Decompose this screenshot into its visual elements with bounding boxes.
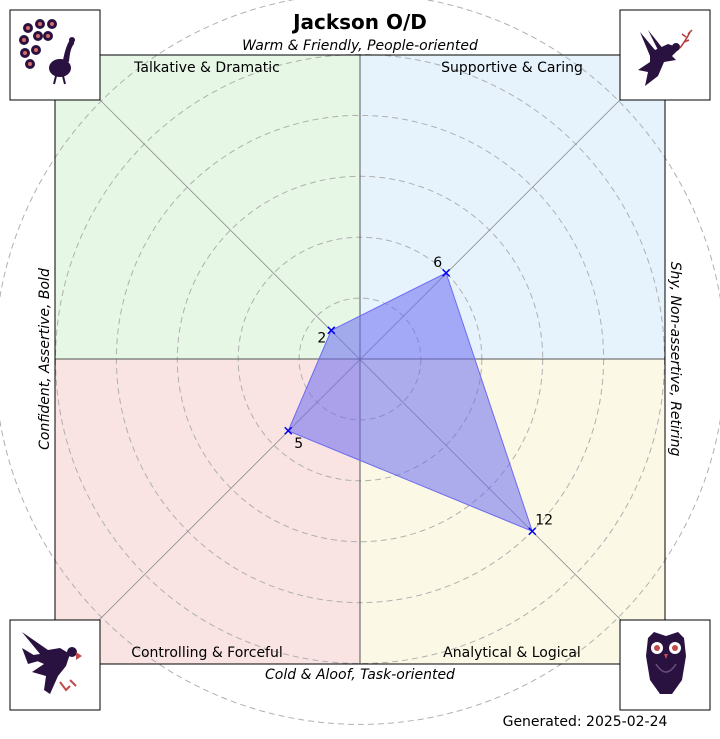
value-label: 12	[535, 512, 553, 528]
data-marker	[327, 326, 336, 335]
value-label: 2	[317, 330, 326, 346]
right-axis-label: Shy, Non-assertive, Retiring	[667, 262, 683, 457]
data-marker	[442, 268, 451, 277]
quadrant-label-analytical: Analytical & Logical	[443, 645, 581, 661]
dove-icon	[619, 9, 711, 101]
top-axis-label: Warm & Friendly, People-oriented	[242, 38, 478, 54]
generated-date: Generated: 2025-02-24	[503, 714, 668, 730]
data-marker	[284, 426, 293, 435]
chart-title: Jackson O/D	[291, 10, 427, 34]
peacock-icon	[9, 9, 101, 101]
left-axis-label: Confident, Assertive, Bold	[37, 268, 53, 450]
eagle-icon	[9, 619, 101, 711]
plot-frame	[54, 54, 666, 665]
quadrant-label-controlling: Controlling & Forceful	[131, 645, 283, 661]
data-series: 2 6 12 5	[284, 255, 553, 536]
quadrant-label-supportive: Supportive & Caring	[441, 60, 583, 76]
value-label: 5	[294, 436, 303, 452]
quadrant-label-talkative: Talkative & Dramatic	[133, 60, 280, 76]
bottom-axis-label: Cold & Aloof, Task-oriented	[265, 667, 455, 683]
value-label: 6	[433, 255, 442, 271]
owl-icon	[619, 619, 711, 711]
data-marker	[528, 527, 537, 536]
